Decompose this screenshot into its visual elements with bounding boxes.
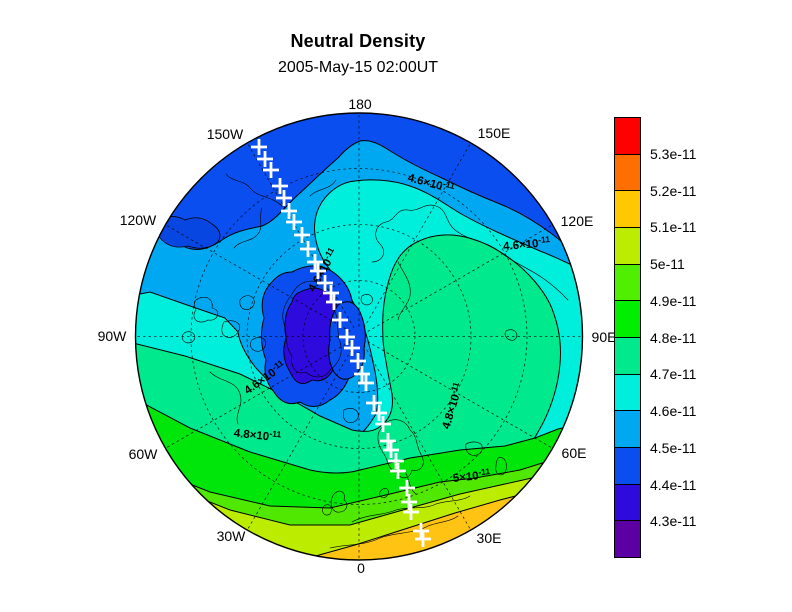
lon-label: 30W <box>217 528 247 544</box>
colorbar-tick-label: 5.2e-11 <box>650 184 720 198</box>
figure-canvas: Neutral Density 2005-May-15 02:00UT <box>0 0 792 612</box>
colorbar-segment <box>615 118 640 155</box>
lon-label: 120E <box>561 213 594 229</box>
colorbar-tick-label: 4.6e-11 <box>650 404 720 418</box>
colorbar-segment <box>615 338 640 375</box>
lon-label: 0 <box>357 560 365 576</box>
colorbar-segment <box>615 191 640 228</box>
colorbar-tick-label: 4.4e-11 <box>650 478 720 492</box>
colorbar-tick-label: 5e-11 <box>650 257 720 271</box>
colorbar-tick-label: 4.7e-11 <box>650 367 720 381</box>
contour-bands <box>95 38 650 608</box>
colorbar-segment <box>615 485 640 522</box>
colorbar-tick-label: 4.3e-11 <box>650 514 720 528</box>
colorbar-tick-label: 5.3e-11 <box>650 147 720 161</box>
colorbar-tick-label: 5.1e-11 <box>650 220 720 234</box>
lon-label: 90E <box>592 329 617 345</box>
colorbar-tick-label: 4.8e-11 <box>650 331 720 345</box>
colorbar-segment <box>615 448 640 485</box>
lon-label: 30E <box>477 530 502 546</box>
colorbar-segment <box>615 411 640 448</box>
lon-label: 180 <box>348 96 372 112</box>
colorbar-segment <box>615 228 640 265</box>
lon-label: 60E <box>562 445 587 461</box>
lon-label: 150E <box>478 125 511 141</box>
colorbar-tick-label: 4.9e-11 <box>650 294 720 308</box>
colorbar-tick-label: 4.5e-11 <box>650 441 720 455</box>
lon-label: 60W <box>129 446 159 462</box>
colorbar-segment <box>615 155 640 192</box>
colorbar-segment <box>615 375 640 412</box>
colorbar-segment <box>615 265 640 302</box>
colorbar-segment <box>615 521 640 557</box>
lon-label: 90W <box>98 328 128 344</box>
lon-label: 120W <box>120 212 157 228</box>
colorbar <box>614 117 641 558</box>
lon-label: 150W <box>207 126 244 142</box>
colorbar-segment <box>615 301 640 338</box>
